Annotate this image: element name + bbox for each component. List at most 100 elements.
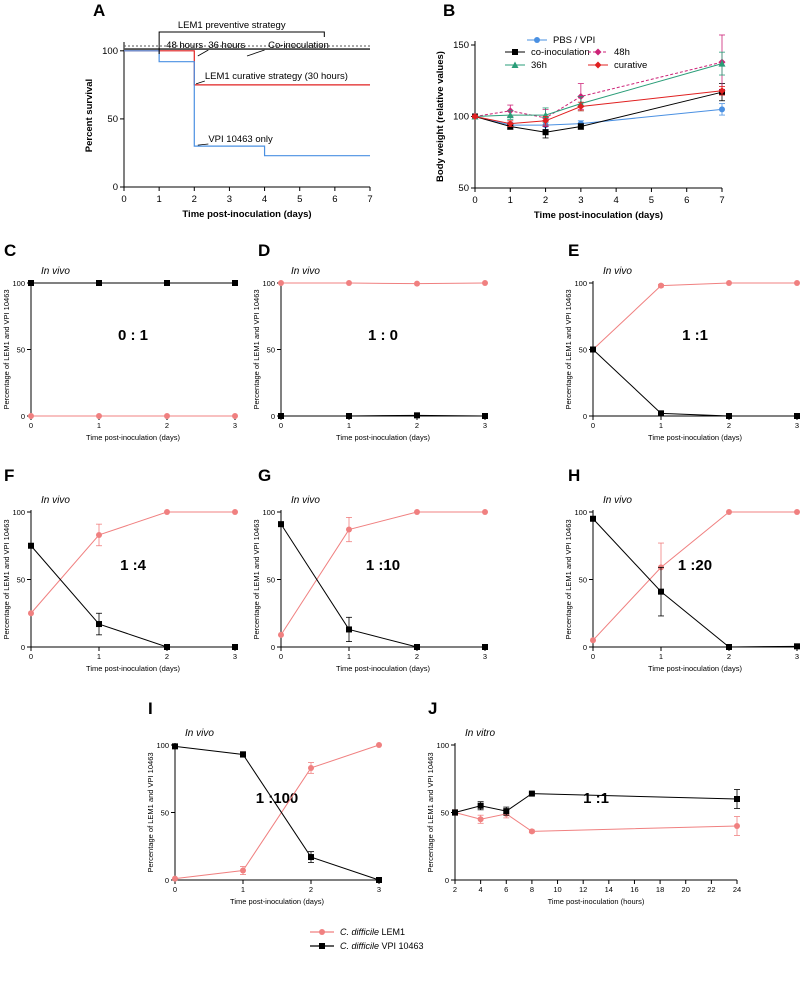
y-tick-label: 100 [436, 741, 449, 750]
legend-marker [512, 49, 518, 55]
x-tick-label: 0 [591, 421, 595, 430]
x-tick-label: 2 [727, 652, 731, 661]
data-point [658, 282, 664, 289]
data-point [164, 644, 170, 650]
y-tick-label: 100 [12, 279, 25, 288]
x-tick-label: 4 [262, 194, 267, 205]
x-tick-label: 5 [649, 195, 654, 206]
x-tick-label: 1 [508, 195, 513, 206]
panel-letter: B [443, 1, 455, 20]
pointer-vpi-only [197, 143, 209, 146]
data-point [232, 413, 238, 419]
y-tick-label: 100 [453, 112, 469, 123]
series-lem1 [278, 280, 488, 287]
y-tick-label: 50 [267, 346, 275, 355]
data-point [96, 531, 102, 538]
x-tick-label: 3 [795, 652, 799, 661]
x-tick-label: 2 [415, 652, 419, 661]
y-tick-label: 100 [574, 508, 587, 517]
data-point [726, 509, 732, 515]
y-tick-label: 100 [156, 741, 169, 750]
x-tick-label: 0 [591, 652, 595, 661]
data-point [794, 643, 800, 650]
data-point [506, 120, 514, 128]
x-tick-label: 0 [173, 885, 177, 894]
x-tick-label: 3 [233, 652, 237, 661]
data-point [726, 644, 732, 650]
data-point [477, 802, 484, 809]
data-point [414, 280, 420, 287]
series-line [592, 282, 797, 350]
ratio-label: 1 :1 [583, 790, 609, 807]
x-axis-title: Time post-inoculation (days) [182, 209, 311, 220]
x-tick-label: 22 [707, 885, 715, 894]
data-point [414, 509, 420, 515]
x-tick-label: 2 [453, 885, 457, 894]
legend-lem1-label: C. difficile LEM1 [340, 927, 405, 937]
label-36h: 36 hours [208, 40, 245, 51]
data-point [414, 412, 420, 419]
data-point [346, 526, 352, 533]
preventive-bracket [158, 31, 325, 54]
data-point [414, 644, 420, 650]
ratio-label: 1 :4 [120, 557, 147, 574]
series-vpi-10463 [278, 521, 488, 650]
x-tick-label: 0 [29, 421, 33, 430]
data-point [96, 280, 102, 286]
x-tick-label: 1 [97, 421, 101, 430]
x-tick-label: 20 [682, 885, 690, 894]
y-tick-label: 50 [458, 183, 469, 194]
x-tick-label: 2 [543, 195, 548, 206]
data-point [658, 410, 664, 417]
data-point [278, 280, 284, 286]
y-tick-label: 0 [113, 182, 118, 193]
y-tick-label: 50 [17, 346, 25, 355]
data-point [734, 796, 740, 802]
y-tick-label: 100 [12, 508, 25, 517]
data-point [28, 413, 34, 419]
series-vpi-10463 [452, 789, 740, 816]
x-axis-title: Time post-inoculation (hours) [548, 897, 645, 906]
label-vpi-only: VPI 10463 only [208, 134, 273, 145]
y-tick-label: 50 [267, 576, 275, 585]
series-line [30, 545, 235, 648]
label-coinoculation: Co-inoculation [268, 40, 329, 51]
x-tick-label: 6 [684, 195, 689, 206]
y-tick-label: 0 [21, 412, 25, 421]
ratio-label: 1 :10 [366, 557, 400, 574]
x-axis-title: Time post-inoculation (days) [86, 433, 180, 442]
series-vpi-10463 [278, 412, 488, 419]
x-tick-label: 0 [279, 421, 283, 430]
x-axis-title: Time post-inoculation (days) [86, 664, 180, 673]
x-tick-label: 0 [279, 652, 283, 661]
preventive-label: LEM1 preventive strategy [178, 20, 286, 31]
panel-letter: J [428, 699, 437, 718]
y-axis-title: Body weight (relative values) [435, 51, 446, 182]
legend-lem1-marker [319, 929, 325, 935]
series-vpi-10463 [172, 743, 382, 883]
legend-marker [594, 48, 602, 56]
data-point [164, 413, 170, 419]
y-tick-label: 0 [271, 412, 275, 421]
x-tick-label: 1 [347, 421, 351, 430]
condition-note: In vivo [603, 495, 632, 506]
data-point [278, 413, 284, 419]
x-axis-title: Time post-inoculation (days) [648, 433, 742, 442]
x-tick-label: 1 [156, 194, 161, 205]
data-point [376, 877, 382, 883]
x-tick-label: 14 [605, 885, 613, 894]
panel-f: F 0 1 2 3 0 50 100 Time post-inoculation (days) P… [2, 466, 238, 673]
series-lem1 [452, 809, 740, 836]
panel-h: H 0 1 2 3 0 50 100 Time post-inoculation (days) P… [564, 466, 800, 673]
series-line [281, 414, 486, 417]
y-axis-title: Percentage of LEM1 and VPI 10463 [2, 519, 11, 639]
series-line [30, 511, 235, 614]
data-point [577, 123, 584, 130]
series-line [281, 282, 486, 285]
panel-i: I 0 1 2 3 0 50 100 Time post-inoculation (days) P… [146, 699, 382, 906]
x-tick-label: 2 [192, 194, 197, 205]
series-lem1 [28, 509, 238, 617]
data-point [232, 280, 238, 286]
